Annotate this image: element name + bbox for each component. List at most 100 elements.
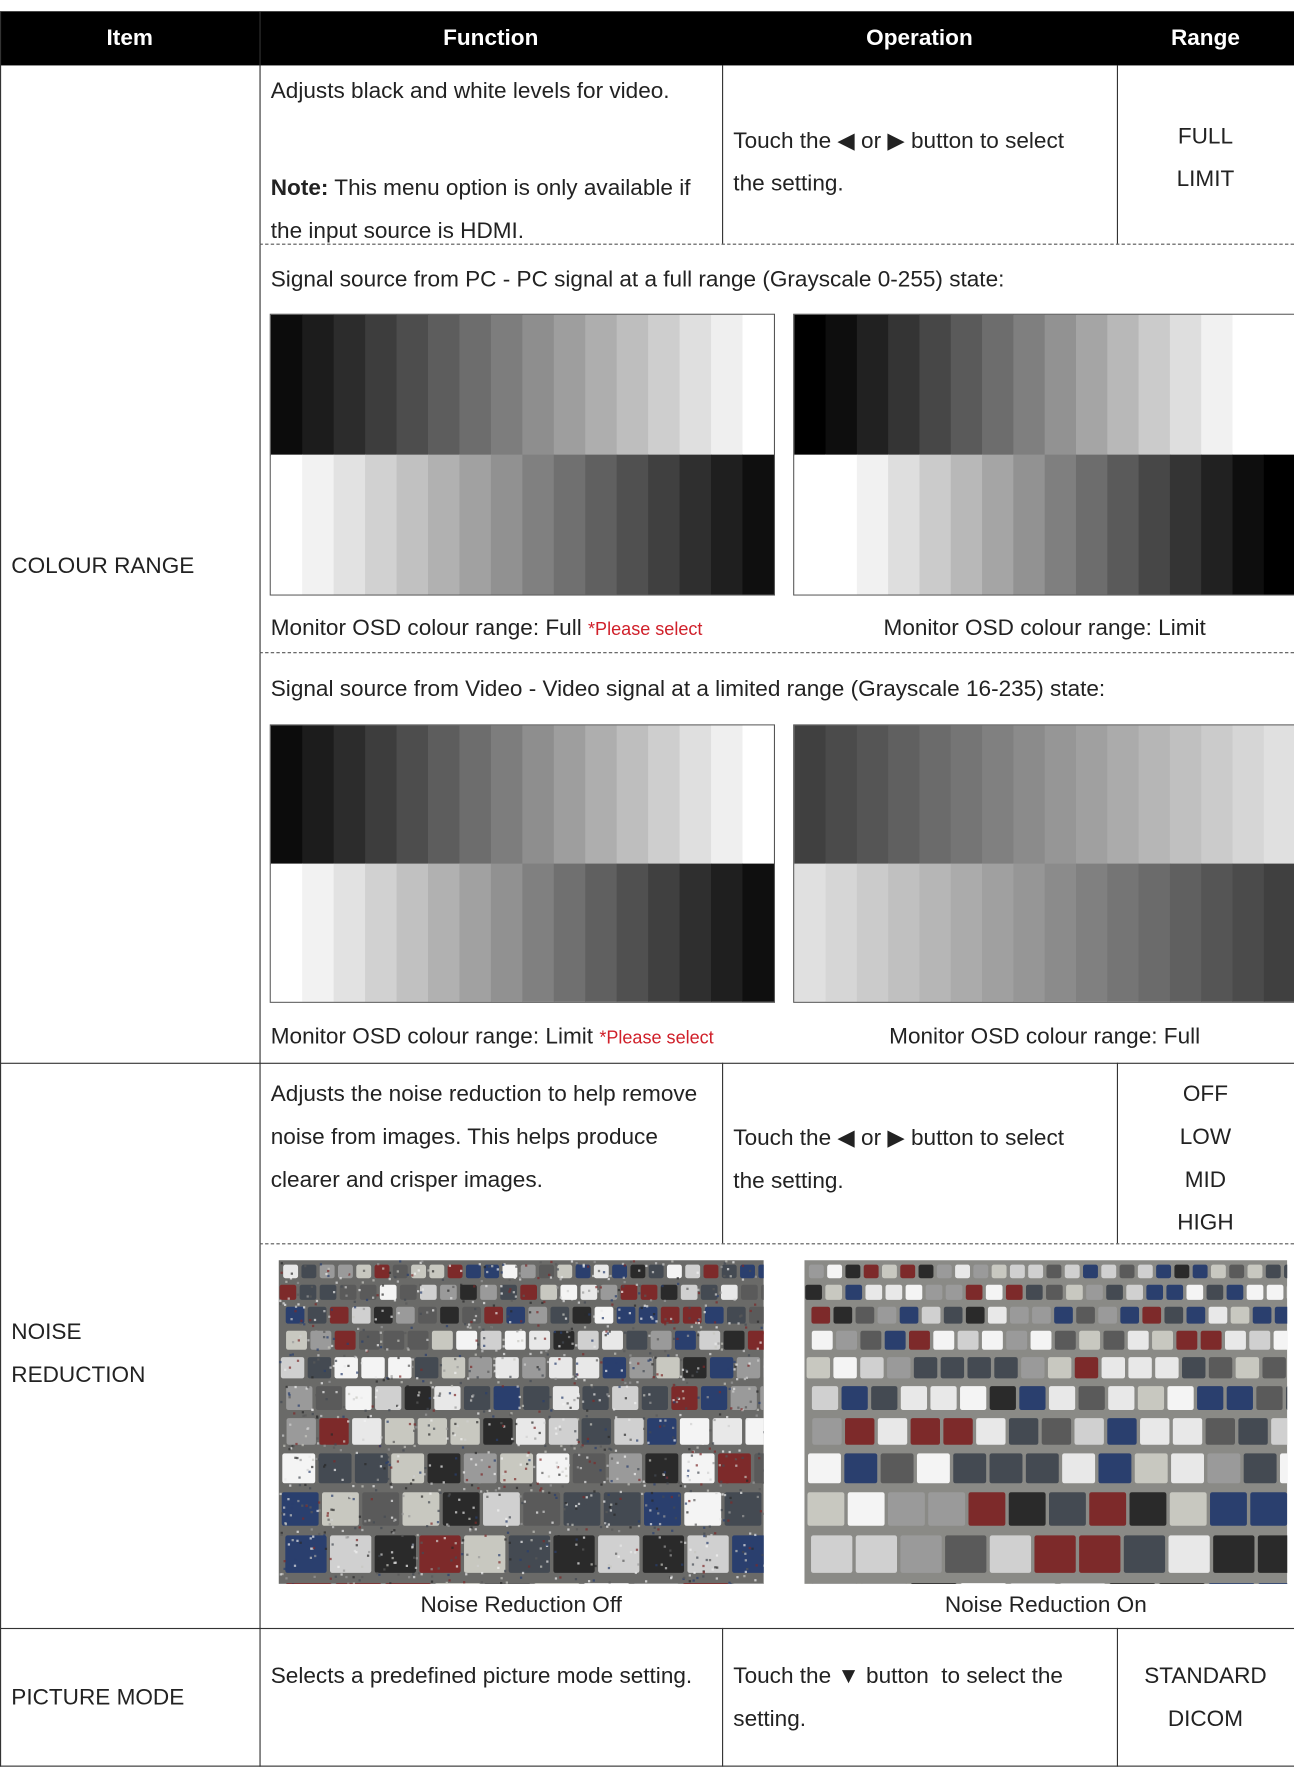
noise-dot xyxy=(699,1453,702,1456)
noise-dot xyxy=(652,1356,656,1359)
noise-dot xyxy=(470,1458,473,1461)
noise-dot xyxy=(582,1263,585,1267)
noise-dot xyxy=(755,1564,758,1567)
car xyxy=(1005,1284,1023,1300)
gray-step xyxy=(1263,725,1294,865)
noise-dot xyxy=(358,1526,361,1529)
car xyxy=(989,1535,1032,1573)
car xyxy=(905,1284,923,1300)
noise-dot xyxy=(299,1541,302,1544)
car xyxy=(700,1284,718,1300)
gray-step xyxy=(1263,863,1294,1002)
noise-dot xyxy=(454,1357,457,1361)
noise-dot xyxy=(366,1554,370,1557)
noise-dot xyxy=(516,1330,519,1333)
noise-dot xyxy=(675,1400,679,1404)
noise-dot xyxy=(336,1415,340,1419)
noise-dot xyxy=(550,1409,553,1412)
gray-step xyxy=(711,863,744,1002)
noise-dot xyxy=(291,1583,295,1584)
car xyxy=(877,1306,897,1324)
car xyxy=(811,1306,831,1324)
noise-dot xyxy=(279,1299,282,1302)
noise-dot xyxy=(679,1413,682,1417)
operation: Touch the ◀ or ▶ button to select the se… xyxy=(733,128,1065,197)
noise-dot xyxy=(714,1532,717,1535)
noise-dot xyxy=(347,1420,350,1423)
gray-step xyxy=(856,314,889,456)
noise-dot xyxy=(546,1560,549,1563)
noise-dot xyxy=(681,1390,685,1393)
gray-step xyxy=(1138,863,1171,1002)
car xyxy=(552,1386,580,1410)
noise-dot xyxy=(711,1442,715,1445)
car xyxy=(650,1330,672,1350)
grayscale-image xyxy=(793,724,1294,1003)
noise-dot xyxy=(500,1457,503,1460)
car xyxy=(681,1453,715,1484)
noise-dot xyxy=(352,1315,355,1319)
noise-dot xyxy=(575,1528,579,1531)
gray-step xyxy=(585,314,618,456)
noise-dot xyxy=(654,1474,657,1477)
noise-dot xyxy=(629,1550,633,1554)
border xyxy=(0,11,2,1767)
noise-dot xyxy=(430,1522,433,1525)
noise-dot xyxy=(455,1565,459,1568)
noise-dot xyxy=(555,1432,558,1435)
noise-dot xyxy=(575,1507,578,1510)
car xyxy=(575,1357,600,1379)
car xyxy=(1048,1386,1076,1410)
car xyxy=(1186,1284,1204,1300)
noise-dot xyxy=(374,1376,378,1379)
noise-dot xyxy=(302,1517,305,1520)
noise-dot xyxy=(480,1473,483,1476)
border xyxy=(0,1627,1294,1630)
noise-dot xyxy=(509,1288,512,1291)
noise-dot xyxy=(623,1369,626,1373)
image-caption: Monitor OSD colour range: Limit *Please … xyxy=(271,1015,714,1060)
noise-dot xyxy=(521,1404,525,1408)
car xyxy=(522,1357,546,1379)
noise-dot xyxy=(514,1570,518,1573)
noise-dot xyxy=(588,1289,591,1292)
noise-dot xyxy=(676,1337,679,1341)
noise-dot xyxy=(599,1286,602,1289)
noise-dot xyxy=(401,1534,404,1537)
gray-step xyxy=(648,454,681,595)
noise-dot xyxy=(287,1498,290,1501)
item: COLOUR RANGE xyxy=(11,553,195,579)
noise-dot xyxy=(282,1513,286,1516)
noise-dot xyxy=(463,1487,466,1491)
noise-dot xyxy=(376,1478,380,1481)
noise-dot xyxy=(576,1418,580,1421)
car xyxy=(1046,1264,1062,1279)
car xyxy=(279,1284,297,1300)
noise-dot xyxy=(708,1558,712,1562)
noise-dot xyxy=(419,1471,422,1474)
noise-dot xyxy=(284,1478,287,1481)
noise-dot xyxy=(385,1461,388,1465)
noise-dot xyxy=(696,1446,699,1449)
noise-dot xyxy=(399,1375,402,1378)
noise-dot xyxy=(478,1326,481,1329)
noise-dot xyxy=(340,1573,343,1576)
car xyxy=(699,1330,721,1350)
car xyxy=(633,1583,679,1584)
car xyxy=(881,1264,897,1279)
noise-dot xyxy=(369,1414,372,1418)
noise-dot xyxy=(354,1356,358,1359)
noise-dot xyxy=(699,1326,703,1329)
noise-dot xyxy=(378,1554,381,1558)
car xyxy=(299,1284,317,1300)
image-caption: Monitor OSD colour range: Limit xyxy=(883,615,1206,641)
car xyxy=(580,1284,598,1300)
noise-dot xyxy=(603,1480,606,1484)
noise-dot xyxy=(315,1299,319,1303)
noise-dot xyxy=(714,1566,717,1569)
car xyxy=(529,1330,551,1350)
note: Note: This menu option is only available… xyxy=(271,167,717,253)
noise-dot xyxy=(412,1428,415,1431)
car xyxy=(563,1492,601,1526)
noise-dot xyxy=(416,1377,419,1380)
